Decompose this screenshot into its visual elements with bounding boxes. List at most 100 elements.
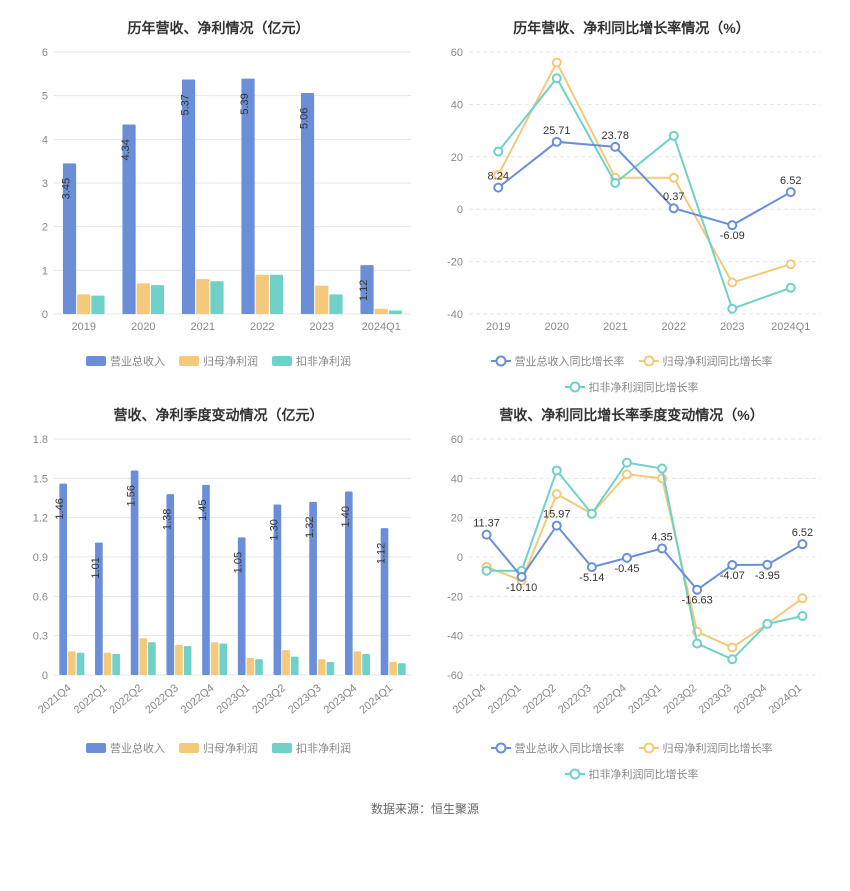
svg-text:2021: 2021 xyxy=(603,321,627,333)
svg-text:2022Q1: 2022Q1 xyxy=(486,682,524,716)
svg-text:1.45: 1.45 xyxy=(197,499,209,520)
svg-text:2022Q3: 2022Q3 xyxy=(143,682,181,716)
svg-text:20: 20 xyxy=(451,513,463,525)
chart-canvas-tl: 012345620193.4520204.3420215.3720225.392… xyxy=(16,44,421,349)
svg-text:6.52: 6.52 xyxy=(780,175,801,187)
legend-label: 归母净利润同比增长率 xyxy=(663,740,773,756)
svg-text:2023Q3: 2023Q3 xyxy=(286,682,324,716)
svg-text:2023: 2023 xyxy=(310,321,334,333)
svg-text:2023Q4: 2023Q4 xyxy=(732,682,770,716)
chart-canvas-br: -60-40-2002040602021Q42022Q12022Q22022Q3… xyxy=(429,431,834,736)
svg-text:2023Q3: 2023Q3 xyxy=(696,682,734,716)
legend-item: 营业总收入 xyxy=(86,740,165,756)
svg-text:2019: 2019 xyxy=(72,321,96,333)
legend-label: 扣非净利润同比增长率 xyxy=(589,379,699,395)
legend-label: 营业总收入同比增长率 xyxy=(515,740,625,756)
chart-canvas-bl: 00.30.60.91.21.51.82021Q41.462022Q11.012… xyxy=(16,431,421,736)
svg-text:1.12: 1.12 xyxy=(358,280,370,301)
svg-text:2022Q1: 2022Q1 xyxy=(72,682,110,716)
svg-text:0: 0 xyxy=(42,670,48,682)
legend-swatch xyxy=(565,386,585,388)
svg-text:2023Q2: 2023Q2 xyxy=(661,682,699,716)
svg-text:2023Q1: 2023Q1 xyxy=(215,682,253,716)
svg-text:-6.09: -6.09 xyxy=(720,230,745,242)
svg-text:2023Q1: 2023Q1 xyxy=(626,682,664,716)
svg-text:5: 5 xyxy=(42,91,48,103)
chart-title: 营收、净利同比增长率季度变动情况（%） xyxy=(429,405,834,425)
svg-text:2021Q4: 2021Q4 xyxy=(36,682,74,716)
svg-text:1.32: 1.32 xyxy=(304,517,316,538)
legend-item: 扣非净利润 xyxy=(272,740,351,756)
svg-text:1.8: 1.8 xyxy=(33,434,48,446)
svg-text:6: 6 xyxy=(42,47,48,59)
svg-text:1.12: 1.12 xyxy=(375,543,387,564)
svg-text:2022Q2: 2022Q2 xyxy=(107,682,145,716)
svg-text:3.45: 3.45 xyxy=(61,178,73,199)
svg-text:-40: -40 xyxy=(447,309,463,321)
legend-swatch xyxy=(179,743,199,753)
legend-label: 归母净利润 xyxy=(203,353,258,369)
svg-text:3: 3 xyxy=(42,178,48,190)
legend-swatch xyxy=(639,360,659,362)
svg-text:5.39: 5.39 xyxy=(239,93,251,114)
svg-text:-16.63: -16.63 xyxy=(682,595,713,607)
legend-label: 营业总收入同比增长率 xyxy=(515,353,625,369)
svg-text:-20: -20 xyxy=(447,257,463,269)
legend-item: 扣非净利润 xyxy=(272,353,351,369)
svg-text:0: 0 xyxy=(42,309,48,321)
svg-text:2: 2 xyxy=(42,222,48,234)
svg-text:2020: 2020 xyxy=(545,321,569,333)
svg-text:4: 4 xyxy=(42,134,48,146)
svg-text:2022Q2: 2022Q2 xyxy=(521,682,559,716)
legend-tl: 营业总收入 归母净利润扣非净利润 xyxy=(16,353,421,369)
legend-swatch xyxy=(272,356,292,366)
svg-text:1.05: 1.05 xyxy=(233,552,245,573)
legend-label: 归母净利润同比增长率 xyxy=(663,353,773,369)
svg-text:1.40: 1.40 xyxy=(340,506,352,527)
svg-text:2022Q4: 2022Q4 xyxy=(591,682,629,716)
legend-item: 营业总收入同比增长率 xyxy=(491,353,625,369)
svg-text:-10.10: -10.10 xyxy=(506,582,537,594)
data-source-footer: 数据来源：恒生聚源 xyxy=(12,800,838,817)
panel-annual-growth: 历年营收、净利同比增长率情况（%） -40-200204060201920202… xyxy=(425,12,838,399)
svg-text:2024Q1: 2024Q1 xyxy=(771,321,810,333)
svg-text:0.6: 0.6 xyxy=(33,591,48,603)
panel-quarterly-revenue: 营收、净利季度变动情况（亿元） 00.30.60.91.21.51.82021Q… xyxy=(12,399,425,786)
svg-text:0: 0 xyxy=(457,552,463,564)
legend-swatch xyxy=(272,743,292,753)
svg-text:2021Q4: 2021Q4 xyxy=(451,682,489,716)
legend-swatch xyxy=(86,743,106,753)
chart-title: 历年营收、净利同比增长率情况（%） xyxy=(429,18,834,38)
svg-text:-4.07: -4.07 xyxy=(720,570,745,582)
svg-text:2020: 2020 xyxy=(131,321,155,333)
svg-text:1.30: 1.30 xyxy=(268,519,280,540)
svg-text:-3.95: -3.95 xyxy=(755,570,780,582)
svg-text:2023Q2: 2023Q2 xyxy=(250,682,288,716)
svg-text:-60: -60 xyxy=(447,670,463,682)
legend-swatch xyxy=(179,356,199,366)
svg-text:-5.14: -5.14 xyxy=(579,572,604,584)
svg-text:4.34: 4.34 xyxy=(120,139,132,160)
legend-item: 营业总收入 xyxy=(86,353,165,369)
svg-text:2024Q1: 2024Q1 xyxy=(357,682,395,716)
chart-grid: 历年营收、净利情况（亿元） 012345620193.4520204.34202… xyxy=(12,12,838,786)
svg-text:0: 0 xyxy=(457,204,463,216)
svg-text:1: 1 xyxy=(42,265,48,277)
legend-item: 扣非净利润同比增长率 xyxy=(565,379,699,395)
chart-title: 营收、净利季度变动情况（亿元） xyxy=(16,405,421,425)
legend-item: 归母净利润同比增长率 xyxy=(639,740,773,756)
svg-text:1.01: 1.01 xyxy=(90,557,102,578)
legend-item: 扣非净利润同比增长率 xyxy=(565,766,699,782)
svg-text:11.37: 11.37 xyxy=(473,518,500,530)
legend-item: 归母净利润 xyxy=(179,740,258,756)
legend-bl: 营业总收入 归母净利润 扣非净利润 xyxy=(16,740,421,756)
svg-text:0.37: 0.37 xyxy=(663,191,684,203)
chart-canvas-tr: -40-200204060201920202021202220232024Q18… xyxy=(429,44,834,349)
legend-label: 归母净利润 xyxy=(203,740,258,756)
legend-swatch xyxy=(491,360,511,362)
svg-text:2021: 2021 xyxy=(191,321,215,333)
svg-text:20: 20 xyxy=(451,152,463,164)
legend-label: 营业总收入 xyxy=(110,740,165,756)
svg-text:2023Q4: 2023Q4 xyxy=(322,682,360,716)
legend-label: 扣非净利润 xyxy=(296,740,351,756)
